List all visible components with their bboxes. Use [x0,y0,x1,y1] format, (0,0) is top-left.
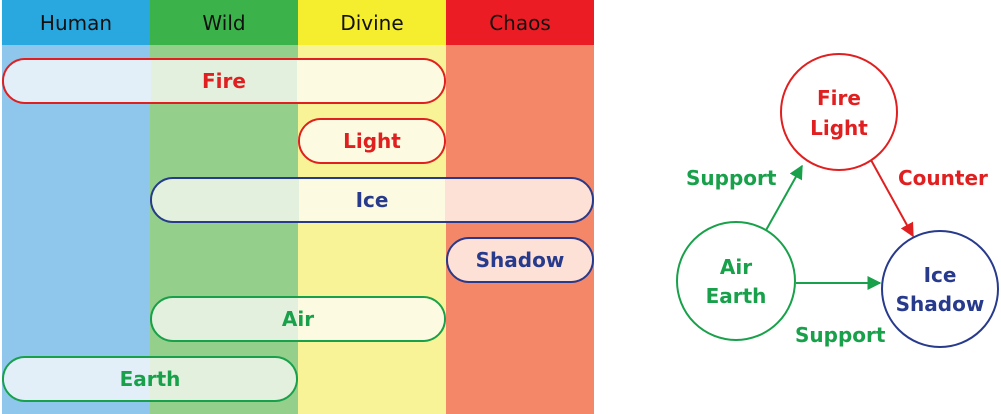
relationship-diagram: Fire Light Air Earth Ice Shadow Support … [676,53,999,348]
support-arrow-top [764,164,803,233]
support-label-top: Support [686,166,777,190]
bar-label-shadow: Shadow [475,247,565,272]
node-fire-light-line1: Fire [817,86,861,110]
bar-light: Light [298,117,446,164]
counter-label: Counter [898,166,988,190]
bar-label-ice: Ice [355,188,389,212]
column-body-chaos [446,45,594,414]
node-fire-light: Fire Light [780,53,898,171]
node-ice-shadow: Ice Shadow [881,230,999,348]
column-header-human: Human [2,0,150,45]
counter-arrow [870,159,914,238]
node-fire-light-line2: Light [810,116,868,140]
column-body-divine [298,45,446,414]
bar-shadow: Shadow [446,236,594,283]
column-body-human [2,45,150,414]
column-header-divine: Divine [298,0,446,45]
support-label-bottom: Support [795,323,886,347]
node-ice-shadow-line2: Shadow [896,292,985,316]
node-air-earth-line1: Air [720,255,752,279]
column-header-wild: Wild [150,0,298,45]
bar-label-air: Air [281,307,315,331]
bar-earth: Earth [2,355,298,402]
bar-air: Air [150,296,446,342]
bar-fire: Fire [2,58,446,104]
bar-label-fire: Fire [202,69,246,93]
bar-ice: Ice [150,177,594,223]
node-air-earth-line2: Earth [706,284,767,308]
column-body-wild [150,45,298,414]
bar-label-light: Light [343,128,401,153]
node-ice-shadow-line1: Ice [924,263,957,287]
column-header-chaos: Chaos [446,0,594,45]
node-air-earth: Air Earth [676,221,796,341]
element-grid: Human Wild Divine Chaos Fire Light Ice Shadow Ai… [2,0,594,414]
bar-label-earth: Earth [119,366,181,391]
